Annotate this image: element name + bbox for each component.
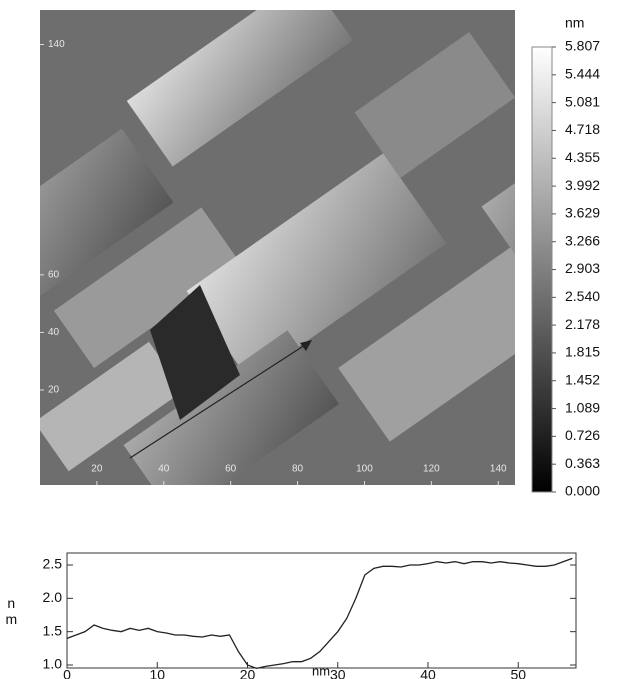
x-axis-label: nm [312,663,330,678]
colorbar-tick-label: 2.903 [565,260,600,276]
plot-frame [67,553,576,668]
x-tick-label: 40 [420,667,436,679]
colorbar-tick-label: 1.089 [565,399,600,415]
x-tick-label: 50 [510,667,526,679]
colorbar [532,47,552,492]
x-tick-label: 10 [149,667,165,679]
colorbar-tick-label: 0.363 [565,455,600,471]
y-tick-label: 1.0 [43,656,63,672]
y-axis-label: nm [3,595,19,627]
x-tick-label: 0 [63,667,71,679]
colorbar-label: nm [565,15,584,31]
colorbar-tick-label: 1.452 [565,371,600,387]
colorbar-tick-label: 2.540 [565,288,600,304]
x-tick-label: 30 [330,667,346,679]
x-tick-label: 80 [292,464,304,475]
x-tick-label: 20 [91,464,103,475]
colorbar-tick-label: 0.726 [565,427,600,443]
y-tick-label: 1.5 [43,622,63,638]
x-tick-label: 40 [158,464,170,475]
x-tick-label: 140 [490,464,507,475]
x-tick-label: 60 [225,464,237,475]
y-tick-label: 2.0 [43,589,63,605]
x-tick-label: 100 [356,464,373,475]
y-tick-label: 40 [48,327,60,338]
colorbar-tick-label: 3.992 [565,177,600,193]
x-tick-label: 120 [423,464,440,475]
colorbar-tick-label: 0.000 [565,483,600,499]
colorbar-tick-label: 5.807 [565,38,600,54]
colorbar-tick-label: 3.266 [565,232,600,248]
colorbar-tick-label: 3.629 [565,205,600,221]
colorbar-tick-label: 2.178 [565,316,600,332]
figure: nm nm nm 204060801001201402040601400.000… [0,0,643,679]
colorbar-tick-label: 5.444 [565,66,600,82]
profile-line [67,558,572,668]
colorbar-tick-label: 5.081 [565,93,600,109]
y-tick-label: 60 [48,269,60,280]
x-tick-label: 20 [240,667,256,679]
colorbar-tick-label: 4.355 [565,149,600,165]
y-tick-label: 2.5 [43,556,63,572]
y-tick-label: 140 [48,39,65,50]
colorbar-tick-label: 1.815 [565,344,600,360]
y-tick-label: 20 [48,385,60,396]
colorbar-tick-label: 4.718 [565,121,600,137]
